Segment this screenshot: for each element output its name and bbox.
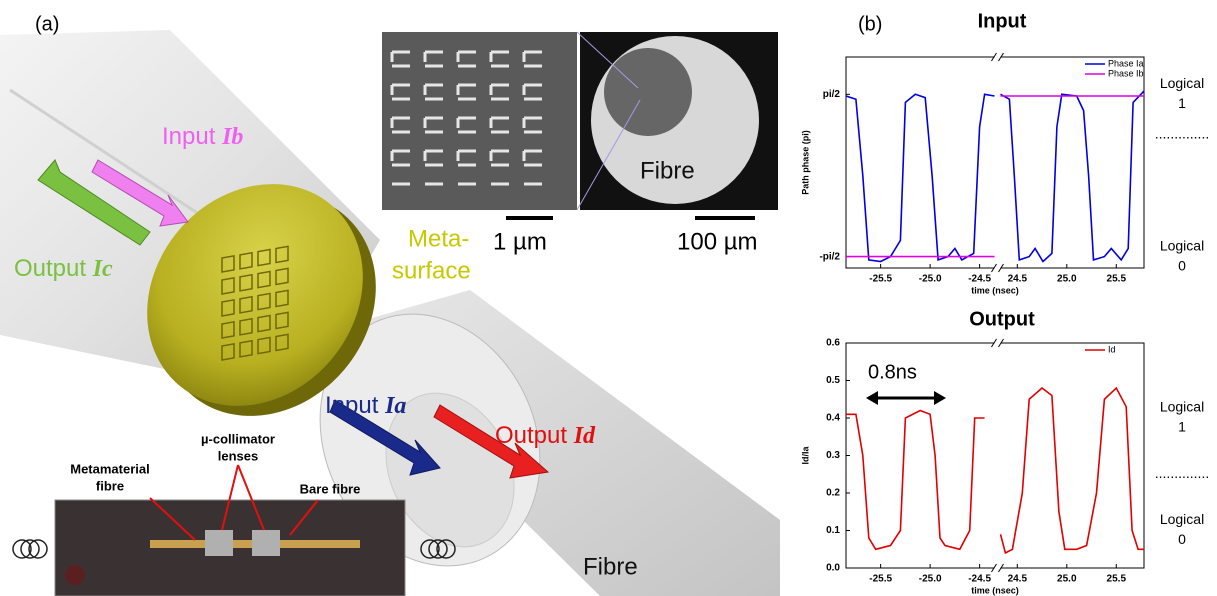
legend-label: Phase Ib: [1108, 68, 1144, 78]
side-label: Logical: [1160, 511, 1204, 527]
side-label: 0: [1178, 531, 1186, 547]
x-tick-label: 24.5: [1008, 574, 1028, 585]
x-tick-label: 25.5: [1107, 574, 1127, 585]
arrow-head: [866, 391, 878, 405]
input-a-label: Input Ia: [325, 392, 406, 419]
input-b-label: Input Ib: [162, 123, 243, 150]
data-line: [1001, 388, 1145, 553]
chart-title: Output: [969, 308, 1035, 330]
sem-image: [382, 32, 577, 210]
y-axis-label: Id/Ia: [800, 446, 810, 465]
x-tick-label: -24.5: [968, 574, 991, 585]
side-label: 1: [1178, 419, 1186, 435]
arrow-head: [934, 391, 946, 405]
scale-label: 1 µm: [493, 228, 547, 255]
annotation: 0.8ns: [868, 361, 917, 383]
data-line: [846, 411, 985, 550]
chart-title: Input: [978, 10, 1027, 32]
photo-label: fibre: [96, 478, 124, 493]
y-axis-label: Path phase (pi): [800, 130, 810, 195]
photo-label: Bare fibre: [300, 481, 361, 496]
sem-fibre-label: Fibre: [640, 157, 695, 184]
side-label: Logical: [1160, 399, 1204, 415]
y-tick-label: 0.5: [826, 375, 840, 386]
y-tick-label: 0.1: [826, 525, 840, 536]
x-axis-label: time (nsec): [971, 285, 1019, 295]
data-line: [1001, 91, 1145, 261]
y-tick-label: 0.4: [826, 413, 840, 424]
plot-frame: [846, 57, 1144, 268]
legend-label: Phase Ia: [1108, 58, 1144, 68]
side-label: 1: [1178, 95, 1186, 111]
photo-label: lenses: [218, 448, 258, 463]
panel-label: (b): [858, 13, 882, 35]
charts: Input -pi/2 pi/2 -25.5 -25.0 -24.5 24.5 25.0 25.…: [800, 10, 1209, 595]
side-label: 0: [1178, 257, 1186, 273]
panel-label: (a): [35, 13, 59, 35]
side-label: Logical: [1160, 237, 1204, 253]
output-c-label: Output Ic: [14, 255, 113, 282]
y-tick-label: pi/2: [823, 89, 841, 100]
fibre-face: [604, 48, 692, 136]
x-tick-label: 25.5: [1107, 274, 1127, 285]
photo-lens: [252, 530, 280, 556]
y-tick-label: 0.2: [826, 488, 840, 499]
photo-label: Metamaterial: [70, 461, 149, 476]
x-tick-label: 24.5: [1008, 274, 1028, 285]
side-label: ..............: [1155, 465, 1209, 481]
x-tick-label: -25.0: [919, 274, 942, 285]
x-tick-label: -24.5: [968, 274, 991, 285]
photo-detail: [65, 565, 85, 585]
scale-label: 100 µm: [677, 228, 758, 255]
x-tick-label: -25.0: [919, 574, 942, 585]
y-tick-label: 0.6: [826, 338, 840, 349]
y-tick-label: 0.3: [826, 450, 840, 461]
side-label: Logical: [1160, 75, 1204, 91]
photo-lens: [205, 530, 233, 556]
fibre-label: Fibre: [583, 553, 638, 580]
y-tick-label: -pi/2: [819, 251, 840, 262]
photo-label: µ-collimator: [201, 431, 275, 446]
x-tick-label: -25.5: [869, 574, 892, 585]
x-tick-label: 25.0: [1057, 574, 1077, 585]
data-line: [846, 94, 995, 261]
y-tick-label: 0.0: [826, 563, 840, 574]
x-axis-label: time (nsec): [971, 585, 1019, 595]
metasurface-label: Meta-: [408, 225, 469, 252]
x-tick-label: -25.5: [869, 274, 892, 285]
output-d-label: Output Id: [495, 422, 596, 449]
panel-a: (a) Input Ib Output Ic Input Ia Output I…: [0, 13, 780, 596]
x-tick-label: 25.0: [1057, 274, 1077, 285]
side-label: ..............: [1155, 126, 1209, 142]
legend-label: Id: [1108, 344, 1116, 354]
figure: (a) Input Ib Output Ic Input Ia Output I…: [0, 0, 1217, 596]
metasurface-label: surface: [392, 257, 471, 284]
